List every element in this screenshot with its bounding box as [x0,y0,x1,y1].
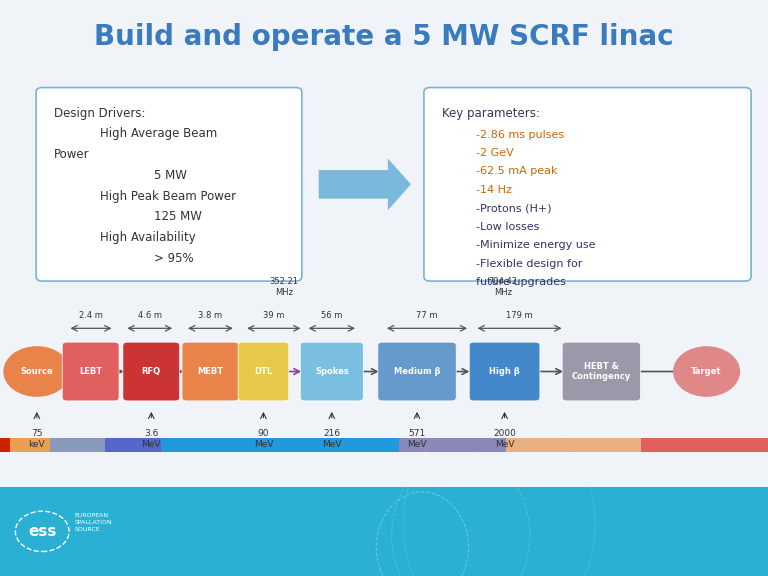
Bar [0,487,768,576]
Text: 56 m: 56 m [321,310,343,320]
Text: 77 m: 77 m [416,310,438,320]
Text: 216
MeV: 216 MeV [322,429,342,449]
Bar [105,438,161,452]
FancyBboxPatch shape [182,342,239,401]
Text: 39 m: 39 m [263,310,284,320]
Text: > 95%: > 95% [154,252,194,265]
Text: 4.6 m: 4.6 m [137,310,162,320]
Text: Power: Power [54,148,89,161]
Text: 352.21
MHz: 352.21 MHz [270,277,299,297]
Text: 125 MW: 125 MW [154,210,201,223]
Text: 3.6
MeV: 3.6 MeV [141,429,161,449]
Bar [0,438,10,452]
Text: High Average Beam: High Average Beam [100,127,217,141]
Text: Key parameters:: Key parameters: [442,107,539,120]
FancyBboxPatch shape [562,342,641,401]
FancyBboxPatch shape [123,342,180,401]
Text: Medium β: Medium β [394,367,440,376]
Bar [399,438,506,452]
Text: Build and operate a 5 MW SCRF linac: Build and operate a 5 MW SCRF linac [94,24,674,51]
Text: Target: Target [691,367,722,376]
Text: 90
MeV: 90 MeV [253,429,273,449]
Text: LEBT: LEBT [79,367,102,376]
Text: 2000
MeV: 2000 MeV [493,429,516,449]
Bar [161,438,399,452]
Text: Source: Source [21,367,53,376]
Text: -Protons (H+): -Protons (H+) [476,203,551,213]
Text: 3.8 m: 3.8 m [198,310,223,320]
Text: 571
MeV: 571 MeV [407,429,427,449]
Text: -Low losses: -Low losses [476,222,540,232]
Text: High β: High β [489,367,520,376]
Text: -2 GeV: -2 GeV [476,148,514,158]
Text: -Flexible design for: -Flexible design for [476,259,583,268]
FancyBboxPatch shape [62,342,119,401]
Text: 179 m: 179 m [506,310,533,320]
FancyBboxPatch shape [300,342,363,401]
Bar [506,438,641,452]
Circle shape [4,347,70,396]
FancyBboxPatch shape [36,88,302,281]
Text: -2.86 ms pulses: -2.86 ms pulses [476,130,564,139]
Text: 2.4 m: 2.4 m [79,310,103,320]
Text: MEBT: MEBT [197,367,223,376]
FancyBboxPatch shape [378,342,456,401]
Bar [10,438,50,452]
Text: 704.42
MHz: 704.42 MHz [488,277,518,297]
FancyBboxPatch shape [238,342,289,401]
Bar [641,438,768,452]
Text: -62.5 mA peak: -62.5 mA peak [476,166,558,176]
Text: future upgrades: future upgrades [476,277,566,287]
Text: -14 Hz: -14 Hz [476,185,512,195]
Circle shape [674,347,740,396]
Text: DTL: DTL [254,367,273,376]
Bar [50,438,105,452]
Text: 5 MW: 5 MW [154,169,187,182]
Text: Design Drivers:: Design Drivers: [54,107,145,120]
Text: -Minimize energy use: -Minimize energy use [476,240,596,250]
FancyBboxPatch shape [469,342,540,401]
Text: Spokes: Spokes [315,367,349,376]
FancyBboxPatch shape [424,88,751,281]
Text: 75
keV: 75 keV [28,429,45,449]
Text: RFQ: RFQ [142,367,161,376]
Text: High Availability: High Availability [100,231,196,244]
Text: High Peak Beam Power: High Peak Beam Power [100,190,236,203]
Text: EUROPEAN
SPALLATION
SOURCE: EUROPEAN SPALLATION SOURCE [74,513,112,532]
Text: ess: ess [28,524,56,539]
Text: HEBT &
Contingency: HEBT & Contingency [571,362,631,381]
Polygon shape [319,158,411,210]
